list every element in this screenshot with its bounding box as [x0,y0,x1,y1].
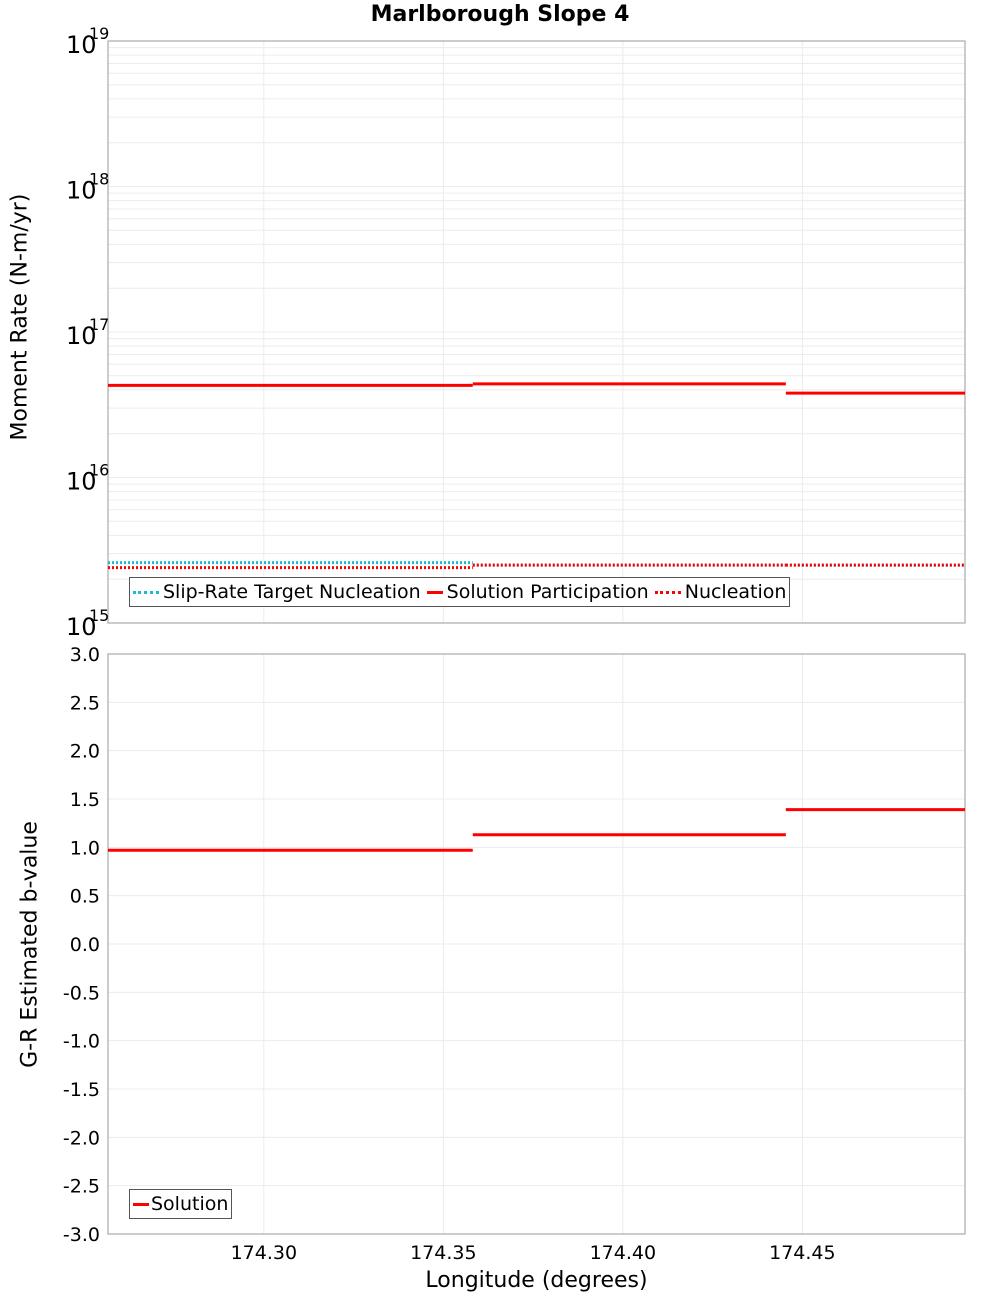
svg-text:19: 19 [89,24,109,43]
dotted-cyan-swatch-icon [133,590,159,594]
svg-text:10: 10 [66,31,97,59]
legend-item-participation: Solution Participation [426,581,649,603]
svg-text:174.35: 174.35 [410,1242,476,1264]
top-y-axis-label: Moment Rate (N-m/yr) [7,193,33,441]
svg-text:-2.0: -2.0 [63,1127,100,1149]
svg-text:-1.5: -1.5 [63,1079,100,1101]
svg-text:10: 10 [66,322,97,350]
svg-text:15: 15 [89,606,109,625]
x-axis-label: Longitude (degrees) [425,1268,648,1293]
svg-text:1.0: 1.0 [70,837,100,859]
solid-red-swatch-icon [426,590,443,594]
svg-text:1.5: 1.5 [70,789,100,811]
legend-item-solution: Solution [133,1193,228,1215]
svg-text:10: 10 [66,613,97,641]
svg-text:-3.0: -3.0 [63,1224,100,1246]
svg-text:18: 18 [89,170,109,189]
svg-text:3.0: 3.0 [70,644,100,666]
svg-text:174.30: 174.30 [231,1242,297,1264]
svg-text:16: 16 [89,461,109,480]
svg-text:174.40: 174.40 [590,1242,656,1264]
svg-text:0.5: 0.5 [70,886,100,908]
bottom-legend: Solution [129,1189,233,1219]
svg-text:10: 10 [66,177,97,205]
bottom-y-axis-label: G-R Estimated b-value [17,821,43,1068]
chart-title: Marlborough Slope 4 [370,2,630,27]
svg-text:17: 17 [89,315,109,334]
svg-text:2.0: 2.0 [70,741,100,763]
dotted-red-swatch-icon [654,590,681,594]
svg-text:-0.5: -0.5 [63,982,100,1004]
svg-text:174.45: 174.45 [769,1242,835,1264]
legend-item-nucleation: Nucleation [654,581,786,603]
solid-red-swatch-icon [133,1202,149,1206]
legend-item-target: Slip-Rate Target Nucleation [133,581,421,603]
top-legend: Slip-Rate Target Nucleation Solution Par… [129,577,791,607]
svg-text:10: 10 [66,468,97,496]
svg-text:0.0: 0.0 [70,934,100,956]
svg-text:2.5: 2.5 [70,692,100,714]
svg-text:-2.5: -2.5 [63,1176,100,1198]
svg-text:-1.0: -1.0 [63,1031,100,1053]
